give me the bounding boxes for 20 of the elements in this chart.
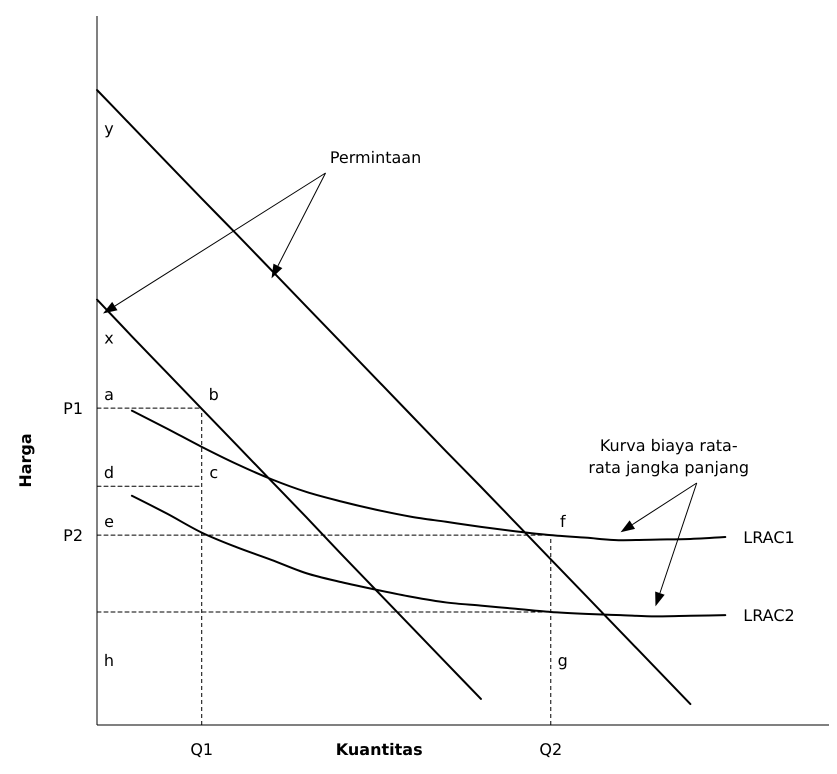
annotation: h (104, 650, 114, 670)
annotation: b (208, 385, 219, 404)
annotation: f (560, 512, 566, 532)
annotation: a (104, 385, 114, 404)
annotation: e (104, 512, 114, 532)
series-label: LRAC1 (743, 528, 795, 548)
x-tick-label: Q1 (190, 740, 214, 759)
series-label: LRAC2 (743, 606, 795, 626)
y-axis-title: Harga (16, 433, 35, 488)
text: P1 (63, 399, 83, 418)
annotation: Kurva biaya rata-rata jangka panjang (588, 436, 750, 477)
annotation: d (104, 463, 114, 482)
annotation: Permintaan (330, 148, 422, 167)
annotation: y (104, 119, 114, 138)
annotation: g (558, 650, 568, 670)
x-tick-label: Q2 (539, 740, 562, 759)
text: P2 (63, 526, 83, 546)
annotation: x (104, 328, 114, 348)
x-axis-title: Kuantitas (336, 740, 423, 759)
annotation: c (209, 463, 218, 482)
